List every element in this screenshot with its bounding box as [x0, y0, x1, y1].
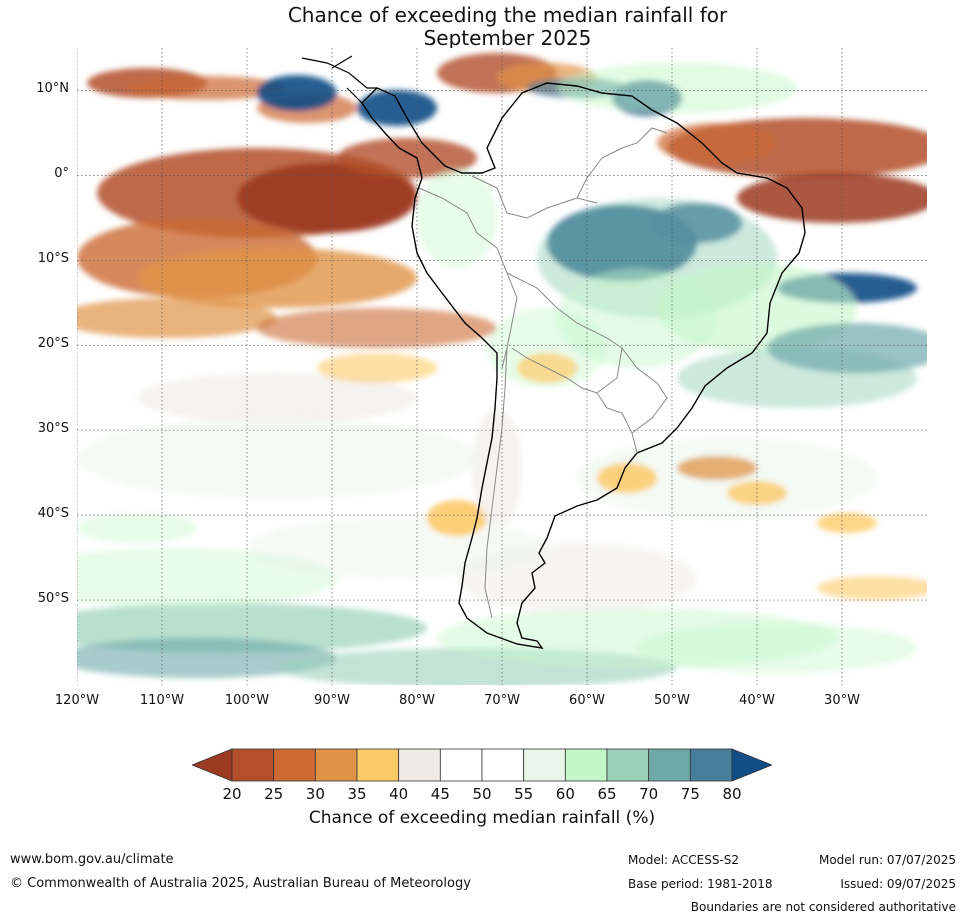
- probability-patch: [137, 248, 417, 308]
- probability-patch: [77, 418, 477, 498]
- footer-model-run: Model run: 07/07/2025: [818, 853, 956, 867]
- probability-patch: [77, 513, 197, 543]
- probability-patch: [257, 308, 497, 348]
- colorbar-cell: [523, 748, 566, 782]
- probability-patch: [417, 168, 497, 268]
- colorbar-cell: [481, 748, 525, 782]
- latitude-label: 10°S: [37, 251, 69, 267]
- map-title: Chance of exceeding the median rainfall …: [0, 4, 965, 50]
- latitude-label: 30°S: [37, 421, 69, 437]
- colorbar-cell: [398, 748, 441, 782]
- probability-patch: [77, 638, 337, 678]
- footer-copyright: © Commonwealth of Australia 2025, Austra…: [10, 876, 471, 891]
- colorbar-tick-label: 70: [639, 785, 659, 803]
- probability-patch: [257, 75, 337, 111]
- longitude-label: 100°W: [224, 693, 270, 708]
- colorbar-cell: [564, 748, 608, 782]
- longitude-label: 80°W: [399, 693, 435, 708]
- colorbar-extend-high: [731, 748, 772, 782]
- longitude-label: 30°W: [824, 693, 860, 708]
- footer-model: Model: ACCESS-S2: [628, 853, 740, 867]
- footer-website: www.bom.gov.au/climate: [10, 852, 174, 867]
- colorbar-tick-label: 25: [264, 785, 284, 803]
- colorbar-cell: [606, 748, 650, 782]
- probability-patch: [767, 323, 927, 373]
- colorbar-cell: [231, 748, 275, 782]
- central-america-coastline: [301, 55, 377, 104]
- colorbar-cell: [314, 748, 358, 782]
- probability-patch: [737, 173, 927, 223]
- probability-patch: [427, 500, 487, 536]
- probability-patch: [817, 513, 877, 533]
- longitude-label: 70°W: [484, 693, 520, 708]
- latitude-label: 0°: [54, 166, 69, 182]
- longitude-label: 60°W: [569, 693, 605, 708]
- colorbar-tick-label: 35: [347, 785, 367, 803]
- probability-patch: [597, 463, 657, 493]
- colorbar: [192, 748, 772, 782]
- probability-patch: [657, 123, 777, 163]
- colorbar-tick-label: 75: [680, 785, 700, 803]
- probability-patch: [817, 576, 927, 600]
- footer-issued: Issued: 09/07/2025: [840, 877, 956, 891]
- colorbar-tick-label: 50: [472, 785, 492, 803]
- rainfall-map: [77, 48, 927, 685]
- colorbar-tick-label: 30: [305, 785, 325, 803]
- longitude-label: 110°W: [139, 693, 185, 708]
- probability-patch: [77, 298, 277, 338]
- colorbar-extend-low: [192, 748, 233, 782]
- colorbar-tick-label: 45: [430, 785, 450, 803]
- longitude-label: 50°W: [654, 693, 690, 708]
- colorbar-tick-label: 60: [555, 785, 575, 803]
- map-canvas: [77, 48, 927, 685]
- footer-base-period: Base period: 1981-2018: [628, 877, 773, 891]
- country-borders: [418, 127, 668, 619]
- latitude-label: 10°N: [36, 81, 69, 97]
- probability-patch: [137, 373, 417, 423]
- footer-disclaimer: Boundaries are not considered authoritat…: [690, 900, 956, 914]
- probability-patch: [637, 623, 917, 673]
- colorbar-tick-label: 40: [389, 785, 409, 803]
- probability-patch: [237, 163, 417, 233]
- south-america-coastline: [361, 82, 806, 649]
- probability-patch: [677, 456, 757, 480]
- latitude-label: 40°S: [37, 506, 69, 522]
- colorbar-tick-label: 55: [514, 785, 534, 803]
- probability-patch: [337, 138, 477, 178]
- probability-patch: [317, 353, 437, 383]
- colorbar-cell: [273, 748, 316, 782]
- title-line-2: September 2025: [423, 26, 592, 50]
- colorbar-tick-label: 80: [722, 785, 742, 803]
- colorbar-label: Chance of exceeding median rainfall (%): [308, 808, 656, 828]
- colorbar-cell: [689, 748, 733, 782]
- latitude-label: 20°S: [37, 336, 69, 352]
- longitude-label: 120°W: [54, 693, 100, 708]
- colorbar-tick-label: 20: [222, 785, 242, 803]
- probability-patch: [457, 543, 697, 613]
- colorbar-cell: [648, 748, 691, 782]
- colorbar-cell: [439, 748, 483, 782]
- probability-patch: [127, 76, 287, 100]
- probability-patch: [557, 63, 797, 113]
- title-line-1: Chance of exceeding the median rainfall …: [287, 3, 728, 27]
- longitude-label: 40°W: [739, 693, 775, 708]
- colorbar-tick-label: 65: [597, 785, 617, 803]
- colorbar-cell: [356, 748, 400, 782]
- longitude-label: 90°W: [314, 693, 350, 708]
- latitude-label: 50°S: [37, 591, 69, 607]
